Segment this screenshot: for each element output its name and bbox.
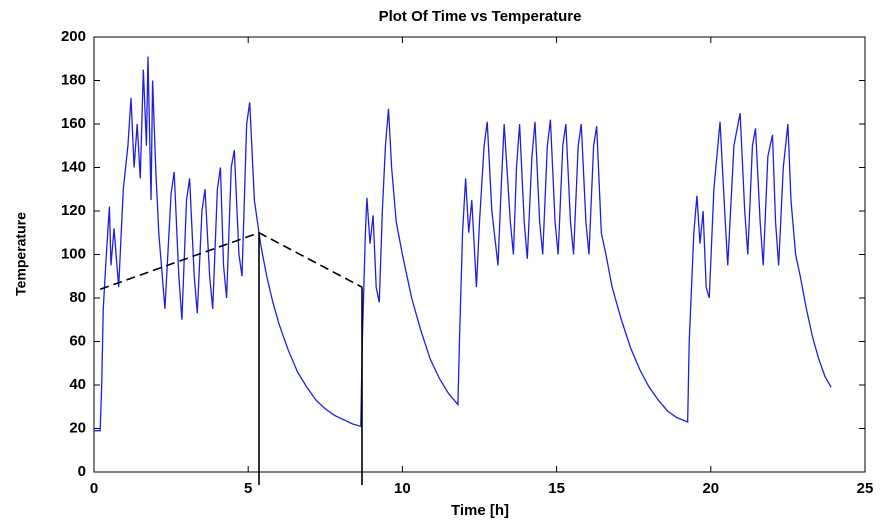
- x-tick-label: 15: [548, 480, 565, 497]
- y-tick-label: 40: [69, 376, 86, 393]
- y-tick-label: 160: [61, 115, 86, 132]
- y-tick-label: 140: [61, 158, 86, 175]
- data-line: [94, 56, 832, 432]
- reference-line: [99, 231, 363, 291]
- x-tick-label: 10: [394, 480, 411, 497]
- x-tick-label: 25: [857, 480, 874, 497]
- y-axis-label: Temperature: [13, 212, 29, 296]
- x-axis-label: Time [h]: [451, 502, 509, 519]
- chart-title: Plot Of Time vs Temperature: [379, 8, 582, 25]
- y-tick-label: 80: [69, 289, 86, 306]
- y-tick-label: 120: [61, 202, 86, 219]
- y-tick-label: 200: [61, 28, 86, 45]
- y-tick-label: 60: [69, 332, 86, 349]
- x-tick-label: 0: [90, 480, 98, 497]
- x-tick-label: 5: [244, 480, 252, 497]
- y-tick-label: 180: [61, 71, 86, 88]
- plot-frame: [93, 36, 866, 473]
- y-tick-label: 100: [61, 245, 86, 262]
- y-tick-label: 0: [78, 463, 86, 480]
- x-tick-label: 20: [702, 480, 719, 497]
- y-tick-label: 20: [69, 419, 86, 436]
